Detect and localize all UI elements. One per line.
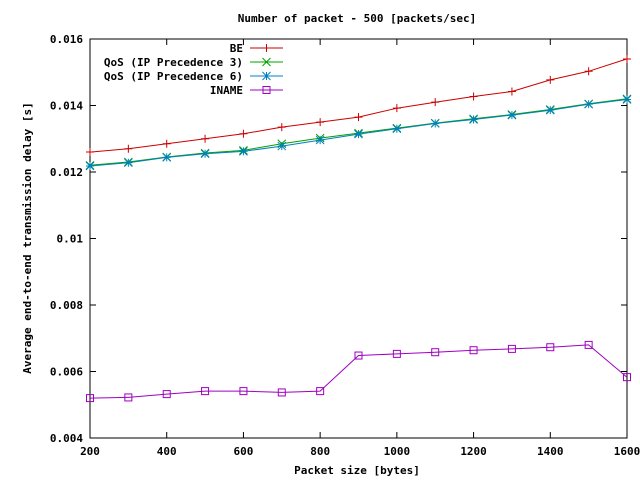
data-point [430, 119, 440, 128]
data-point [546, 343, 555, 352]
data-point [201, 134, 210, 143]
data-point [469, 92, 478, 101]
data-point [469, 115, 478, 124]
x-axis-label: Packet size [bytes] [294, 464, 420, 477]
legend-marker [262, 86, 271, 94]
data-point [124, 393, 133, 402]
data-point [584, 340, 593, 349]
y-tick-label: 0.006 [50, 366, 83, 379]
series-0 [86, 54, 631, 157]
legend-marker [262, 71, 271, 81]
data-point [546, 75, 555, 84]
data-point [545, 105, 555, 115]
data-point [200, 149, 210, 159]
data-point [584, 99, 593, 109]
data-point [354, 113, 363, 122]
data-point [124, 158, 133, 168]
data-point [507, 344, 516, 353]
y-tick-label: 0.012 [50, 166, 83, 179]
data-point [315, 135, 325, 145]
data-point [162, 153, 172, 162]
x-tick-label: 1000 [384, 445, 411, 458]
data-point [124, 144, 133, 153]
x-tick-label: 1400 [537, 445, 564, 458]
data-point [623, 373, 631, 382]
series-3 [86, 340, 631, 403]
data-point [392, 349, 401, 358]
y-tick-label: 0.008 [50, 299, 83, 312]
data-point [86, 148, 94, 157]
data-point [392, 124, 402, 134]
x-tick-label: 400 [157, 445, 177, 458]
data-point [431, 98, 440, 107]
x-tick-label: 200 [80, 445, 100, 458]
series-layer [85, 54, 632, 403]
data-point [162, 139, 171, 148]
data-point [469, 346, 478, 355]
y-axis: 0.004 0.006 0.008 0.01 0.012 0.014 0.016 [50, 33, 627, 445]
x-tick-label: 1600 [614, 445, 640, 458]
data-point [584, 67, 593, 76]
data-point [277, 123, 286, 132]
legend-marker [262, 57, 271, 67]
y-tick-label: 0.016 [50, 33, 83, 46]
legend-label: QoS (IP Precedence 3) [104, 56, 243, 69]
data-point [239, 129, 248, 138]
data-point [431, 348, 440, 357]
series-line [89, 344, 628, 399]
data-point [277, 388, 286, 397]
series-2 [85, 95, 632, 171]
y-tick-label: 0.01 [57, 233, 84, 246]
data-point [239, 147, 248, 156]
x-tick-label: 800 [310, 445, 330, 458]
data-point [507, 87, 516, 96]
data-point [354, 351, 363, 360]
legend-label: INAME [210, 84, 243, 97]
data-point [316, 387, 325, 396]
data-point [162, 390, 171, 399]
data-point [85, 161, 95, 171]
data-point [277, 141, 287, 151]
data-point [354, 129, 363, 139]
data-point [507, 110, 517, 120]
x-tick-label: 1200 [460, 445, 487, 458]
y-tick-label: 0.004 [50, 432, 83, 445]
y-tick-label: 0.014 [50, 100, 83, 113]
data-point [86, 394, 94, 403]
y-axis-label: Average end-to-end transmission delay [s… [21, 102, 34, 374]
data-point [239, 387, 248, 396]
legend-marker [262, 44, 271, 52]
x-tick-label: 600 [233, 445, 253, 458]
data-point [623, 54, 631, 63]
plot-frame [89, 38, 628, 439]
data-point [201, 387, 210, 396]
legend-label: QoS (IP Precedence 6) [104, 70, 243, 83]
x-axis: 200 400 600 800 1000 1200 1400 1600 [80, 39, 640, 458]
data-point [622, 95, 632, 104]
legend-label: BE [230, 42, 243, 55]
data-point [316, 118, 325, 127]
data-point [392, 104, 401, 113]
chart-title: Number of packet - 500 [packets/sec] [238, 12, 476, 25]
